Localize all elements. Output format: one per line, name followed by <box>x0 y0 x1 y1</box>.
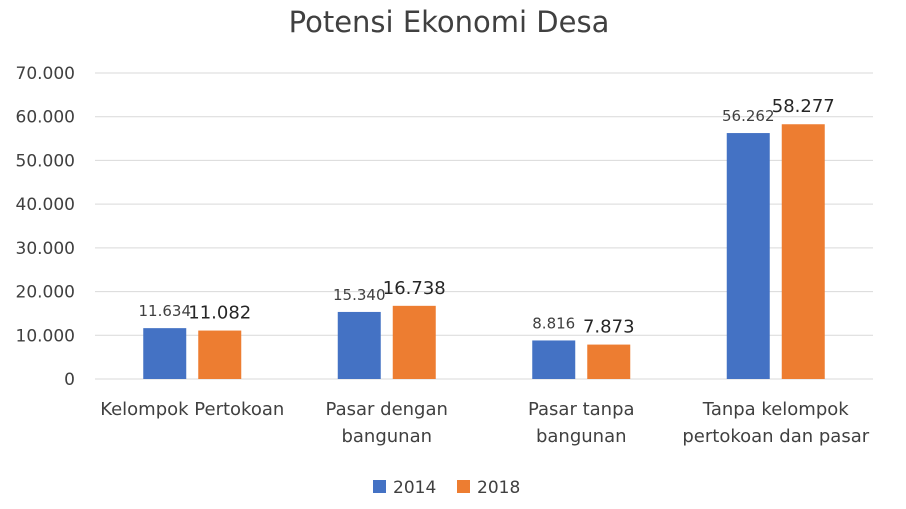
data-label-2018: 58.277 <box>772 96 835 117</box>
x-category-label: bangunan <box>341 426 432 447</box>
x-category-label: Pasar dengan <box>326 399 448 420</box>
legend-label-2014: 2014 <box>393 478 436 498</box>
x-axis-categories: Kelompok Pertokoan Pasar dengan bangunan Pa… <box>100 399 870 447</box>
bar-2014 <box>726 133 770 379</box>
bars <box>143 124 825 380</box>
y-tick-label: 50.000 <box>16 151 75 171</box>
data-label-2014: 8.816 <box>532 314 575 332</box>
bar-2018 <box>198 330 242 379</box>
x-category-label: pertokoan dan pasar <box>682 426 869 447</box>
chart-title: Potensi Ekonomi Desa <box>289 5 610 39</box>
y-tick-label: 70.000 <box>16 64 75 84</box>
bar-2018 <box>781 124 825 380</box>
legend-swatch-2018 <box>457 480 470 493</box>
data-label-2018: 7.873 <box>583 317 635 338</box>
x-category-label: Kelompok Pertokoan <box>100 399 284 420</box>
y-tick-label: 20.000 <box>16 283 75 303</box>
y-tick-label: 0 <box>64 370 75 390</box>
data-label-2014: 11.634 <box>139 302 192 320</box>
data-label-2018: 11.082 <box>188 303 251 324</box>
x-category-label: bangunan <box>536 426 627 447</box>
y-tick-label: 10.000 <box>16 326 75 346</box>
y-axis-ticks: 0 10.000 20.000 30.000 40.000 50.000 60.000 70.… <box>16 64 75 390</box>
y-tick-label: 60.000 <box>16 108 75 128</box>
data-label-2018: 16.738 <box>383 278 446 299</box>
data-label-2014: 15.340 <box>333 286 386 304</box>
x-category-label: Pasar tanpa <box>528 399 635 420</box>
bar-2014 <box>532 340 576 379</box>
legend-label-2018: 2018 <box>477 478 520 498</box>
bar-2018 <box>587 344 631 379</box>
y-tick-label: 30.000 <box>16 239 75 259</box>
legend: 2014 2018 <box>373 478 520 498</box>
x-category-label: Tanpa kelompok <box>702 399 849 420</box>
data-label-2014: 56.262 <box>722 107 775 125</box>
legend-swatch-2014 <box>373 480 386 493</box>
bar-2018 <box>392 305 436 379</box>
bar-2014 <box>143 328 187 379</box>
y-tick-label: 40.000 <box>16 195 75 215</box>
bar-2014 <box>337 311 381 379</box>
